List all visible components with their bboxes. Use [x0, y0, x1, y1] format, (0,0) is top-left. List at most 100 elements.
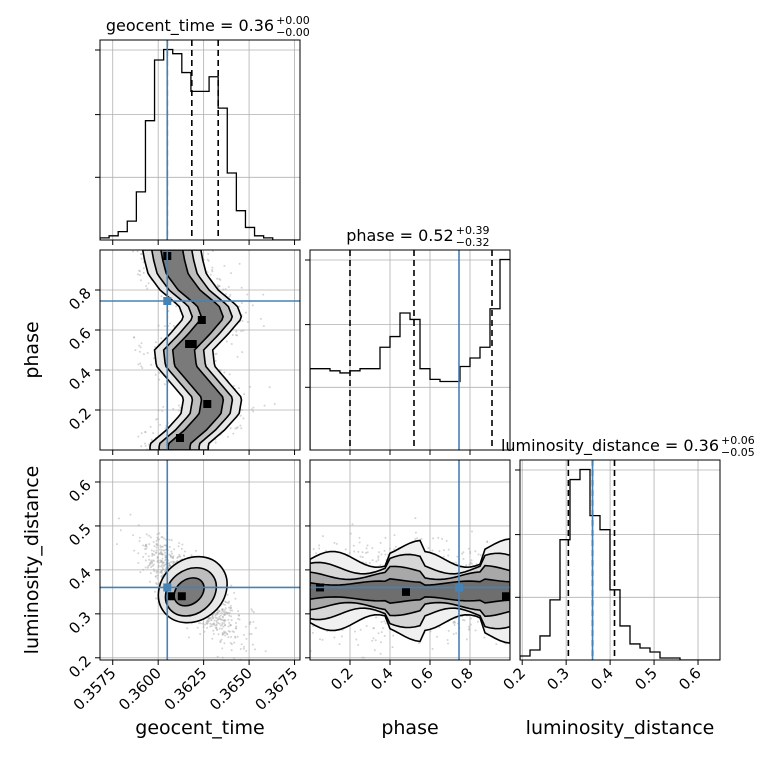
scatter-point: [479, 554, 482, 557]
scatter-point: [156, 543, 159, 546]
scatter-point: [229, 604, 232, 607]
scatter-point: [157, 565, 160, 568]
scatter-point: [221, 656, 224, 659]
scatter-point: [119, 529, 122, 532]
scatter-point: [155, 571, 158, 574]
scatter-point: [223, 622, 226, 625]
scatter-point: [467, 628, 470, 631]
scatter-point: [333, 636, 336, 639]
scatter-point: [463, 619, 466, 622]
scatter-point: [252, 620, 255, 623]
scatter-point: [209, 622, 212, 625]
scatter-point: [273, 403, 276, 406]
scatter-point: [427, 547, 430, 550]
scatter-point: [242, 417, 245, 420]
scatter-point: [338, 643, 341, 646]
scatter-point: [363, 656, 366, 659]
scatter-point: [138, 540, 141, 543]
scatter-point: [465, 638, 468, 641]
scatter-point: [223, 630, 226, 633]
scatter-point: [216, 617, 219, 620]
histogram-luminosity_distance: [520, 468, 720, 660]
scatter-point: [361, 656, 364, 659]
scatter-point: [148, 543, 151, 546]
scatter-point: [137, 524, 140, 527]
scatter-point: [215, 619, 218, 622]
scatter-point: [229, 609, 232, 612]
scatter-point: [221, 633, 224, 636]
scatter-point: [447, 629, 450, 632]
scatter-point: [210, 618, 213, 621]
scatter-point: [234, 636, 237, 639]
scatter-point: [172, 560, 175, 563]
scatter-point: [217, 633, 220, 636]
scatter-point: [216, 612, 219, 615]
scatter-point: [194, 549, 197, 552]
x-tick-label: 0.2: [499, 664, 529, 694]
scatter-point: [160, 570, 163, 573]
scatter-point: [201, 622, 204, 625]
scatter-point: [137, 435, 140, 438]
scatter-point: [359, 628, 362, 631]
scatter-point: [210, 625, 213, 628]
scatter-point: [147, 282, 150, 285]
scatter-point: [372, 627, 375, 630]
scatter-point: [224, 624, 227, 627]
scatter-point: [384, 622, 387, 625]
scatter-point: [235, 625, 238, 628]
scatter-point: [447, 642, 450, 645]
scatter-point: [246, 321, 249, 324]
scatter-point: [222, 288, 225, 291]
title-phase: phase = 0.52: [346, 226, 453, 245]
scatter-point: [164, 427, 167, 430]
scatter-point: [155, 539, 158, 542]
scatter-point: [224, 607, 227, 610]
scatter-point: [251, 609, 254, 612]
scatter-point: [229, 293, 232, 296]
scatter-point: [132, 250, 135, 253]
scatter-point: [388, 547, 391, 550]
scatter-point: [375, 560, 378, 563]
scatter-point: [132, 534, 135, 537]
scatter-point: [226, 435, 229, 438]
scatter-point: [384, 536, 387, 539]
y-tick-label: 0.5: [65, 520, 95, 550]
scatter-point: [138, 274, 141, 277]
scatter-point: [452, 620, 455, 623]
title-sub-luminosity_distance: −0.05: [721, 446, 755, 459]
y-tick-label: 0.2: [65, 404, 95, 434]
scatter-point: [164, 551, 167, 554]
scatter-point: [156, 574, 159, 577]
title-sup-geocent_time: +0.00: [276, 14, 310, 27]
scatter-point: [212, 633, 215, 636]
title-sup-phase: +0.39: [456, 224, 490, 237]
scatter-point: [205, 620, 208, 623]
scatter-point: [240, 302, 243, 305]
scatter-point: [232, 384, 235, 387]
scatter-point: [136, 250, 139, 253]
scatter-point: [199, 622, 202, 625]
scatter-point: [150, 363, 153, 366]
scatter-point: [161, 553, 164, 556]
scatter-point: [161, 557, 164, 560]
scatter-point: [154, 373, 157, 376]
scatter-point: [238, 262, 241, 265]
y-axis-label-luminosity_distance: luminosity_distance: [21, 466, 43, 655]
scatter-point: [237, 617, 240, 620]
scatter-point: [154, 590, 157, 593]
scatter-point: [156, 533, 159, 536]
scatter-point: [483, 636, 486, 639]
scatter-point: [447, 548, 450, 551]
scatter-point: [217, 622, 220, 625]
scatter-point: [146, 351, 149, 354]
scatter-point: [374, 639, 377, 642]
scatter-point: [469, 623, 472, 626]
scatter-point: [176, 556, 179, 559]
scatter-point: [144, 566, 147, 569]
scatter-point: [236, 355, 239, 358]
scatter-point: [455, 632, 458, 635]
scatter-point: [371, 559, 374, 562]
scatter-point: [240, 286, 243, 289]
scatter-point: [139, 279, 142, 282]
scatter-point: [251, 643, 254, 646]
